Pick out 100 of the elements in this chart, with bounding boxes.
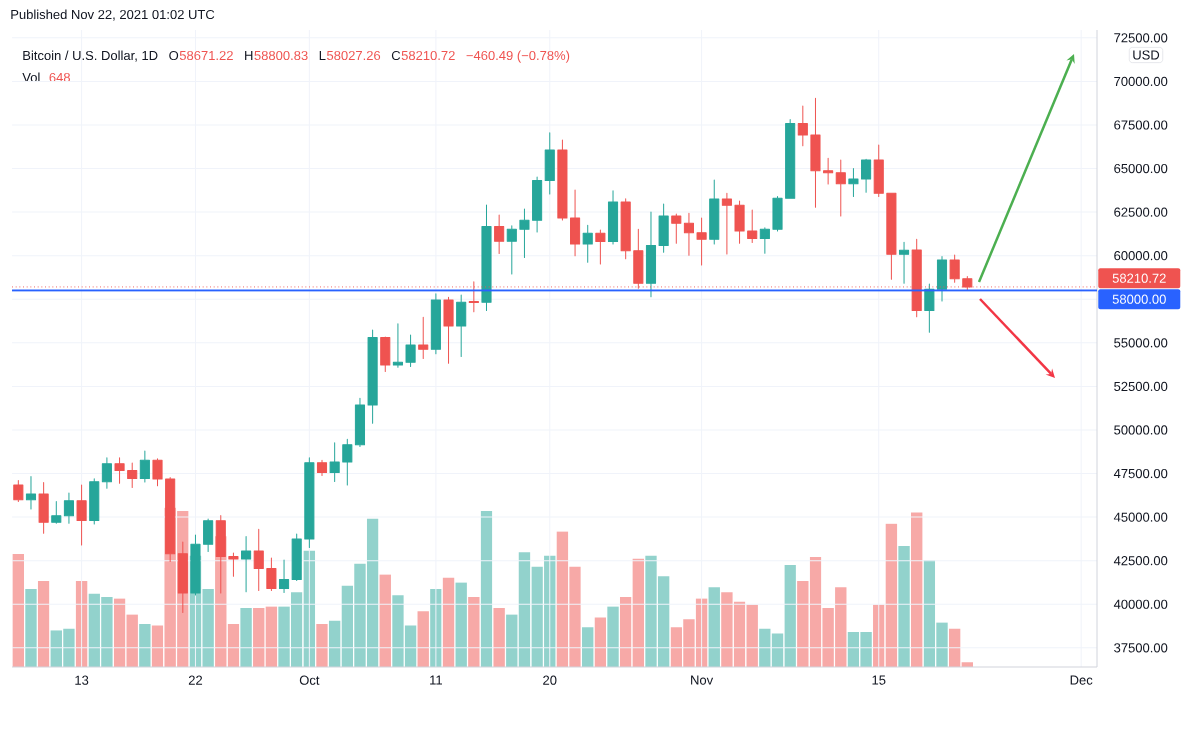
candlestick	[873, 144, 884, 198]
bar	[379, 574, 391, 667]
candlestick	[430, 293, 441, 355]
y-tick-label: 42500.00	[1113, 556, 1168, 566]
y-tick-label: 55000.00	[1114, 338, 1168, 348]
candlestick	[823, 157, 834, 185]
bar	[139, 623, 151, 667]
y-tick-label: 70000.00	[1114, 76, 1168, 87]
candlestick	[38, 481, 49, 534]
bar	[911, 512, 923, 667]
candlestick	[443, 296, 454, 364]
annotation: H	[245, 51, 253, 60]
annotation: 58027.26	[326, 50, 381, 61]
chart-subtitle: Published Nov 22, 2021 01:02 UTC	[11, 9, 215, 21]
candlestick	[114, 457, 125, 484]
y-tick-label: 62500.00	[1114, 207, 1168, 217]
candlestick	[342, 438, 353, 486]
candlestick	[127, 462, 138, 488]
candlestick	[532, 176, 543, 233]
candlestick	[139, 450, 150, 483]
candlestick	[747, 209, 758, 244]
bar	[442, 577, 455, 667]
bar	[227, 623, 240, 667]
candlestick	[418, 316, 429, 360]
x-tick-label: 22	[188, 675, 203, 685]
bar	[113, 598, 126, 667]
bar	[240, 608, 252, 667]
y-axis-title: USD	[1133, 50, 1160, 60]
y-tick-label: 40000.00	[1113, 599, 1168, 609]
candlestick	[949, 254, 960, 283]
candlestick	[228, 552, 239, 577]
candlestick	[772, 195, 783, 232]
candlestick	[797, 105, 808, 147]
candlestick	[721, 192, 732, 255]
y-tick-label: 60000.00	[1114, 251, 1168, 261]
bar	[25, 588, 37, 667]
bar	[898, 545, 910, 667]
candlestick	[278, 559, 290, 593]
bar	[885, 523, 898, 667]
candlestick	[76, 484, 87, 546]
y-tick-label: 72500.00	[1114, 33, 1168, 43]
candlestick	[304, 457, 315, 548]
candlestick	[886, 192, 897, 280]
x-tick-label: Dec	[1070, 675, 1093, 685]
candlestick	[354, 397, 366, 448]
bar	[316, 623, 328, 667]
candlestick	[291, 533, 302, 581]
annotation: −460.49 (−0.78%)	[466, 50, 570, 63]
bar	[771, 633, 784, 667]
bar	[594, 617, 607, 667]
bar	[948, 628, 961, 667]
candlestick	[924, 283, 935, 333]
text: Bitcoin / U.S. Dollar, 1D	[23, 50, 158, 62]
y-tick-label: 45000.00	[1113, 512, 1168, 522]
bar	[582, 627, 594, 667]
bar	[455, 582, 467, 667]
candlestick	[785, 118, 796, 199]
candlestick	[316, 459, 328, 476]
x-tick-label: 11	[430, 675, 443, 685]
candlestick	[241, 535, 252, 593]
x-tick-label: 15	[872, 675, 886, 685]
bar	[265, 606, 278, 667]
candlestick	[519, 208, 530, 259]
candlestick	[709, 179, 720, 245]
bar	[518, 552, 531, 667]
candlestick	[506, 225, 517, 275]
candlestick	[898, 241, 910, 284]
annotation: C	[391, 50, 401, 61]
bar	[12, 553, 25, 667]
y-tick-label: 52500.00	[1114, 381, 1168, 392]
bar	[480, 510, 493, 667]
candlestick	[645, 211, 657, 298]
candlestick	[683, 212, 694, 256]
candlestick	[367, 329, 378, 424]
candlestick	[658, 203, 669, 253]
bar	[126, 614, 138, 667]
y-tick-label: 67500.00	[1114, 120, 1168, 130]
ref-line-label: 58000.00	[1112, 294, 1166, 304]
candlestick	[696, 217, 707, 266]
x-tick-label: 20	[543, 675, 557, 685]
candlestick	[936, 256, 948, 302]
bar	[493, 608, 505, 667]
annotation: 58800.83	[254, 50, 308, 61]
candlestick	[494, 214, 505, 255]
bar	[468, 596, 480, 667]
candlestick	[456, 294, 467, 358]
candlestick	[203, 518, 214, 552]
bar	[253, 608, 265, 667]
bar	[37, 580, 50, 667]
bar	[784, 565, 796, 667]
candlestick	[266, 557, 277, 591]
y-tick-label: 50000.00	[1114, 425, 1168, 435]
candlestick	[329, 442, 340, 483]
candlestick	[380, 336, 391, 373]
annotation: 58210.72	[401, 50, 455, 61]
candlestick	[570, 189, 581, 257]
y-tick-label: 65000.00	[1114, 163, 1168, 174]
y-tick-label: 37500.00	[1114, 643, 1168, 653]
x-tick-label: 13	[75, 675, 89, 685]
candlestick	[405, 334, 416, 368]
